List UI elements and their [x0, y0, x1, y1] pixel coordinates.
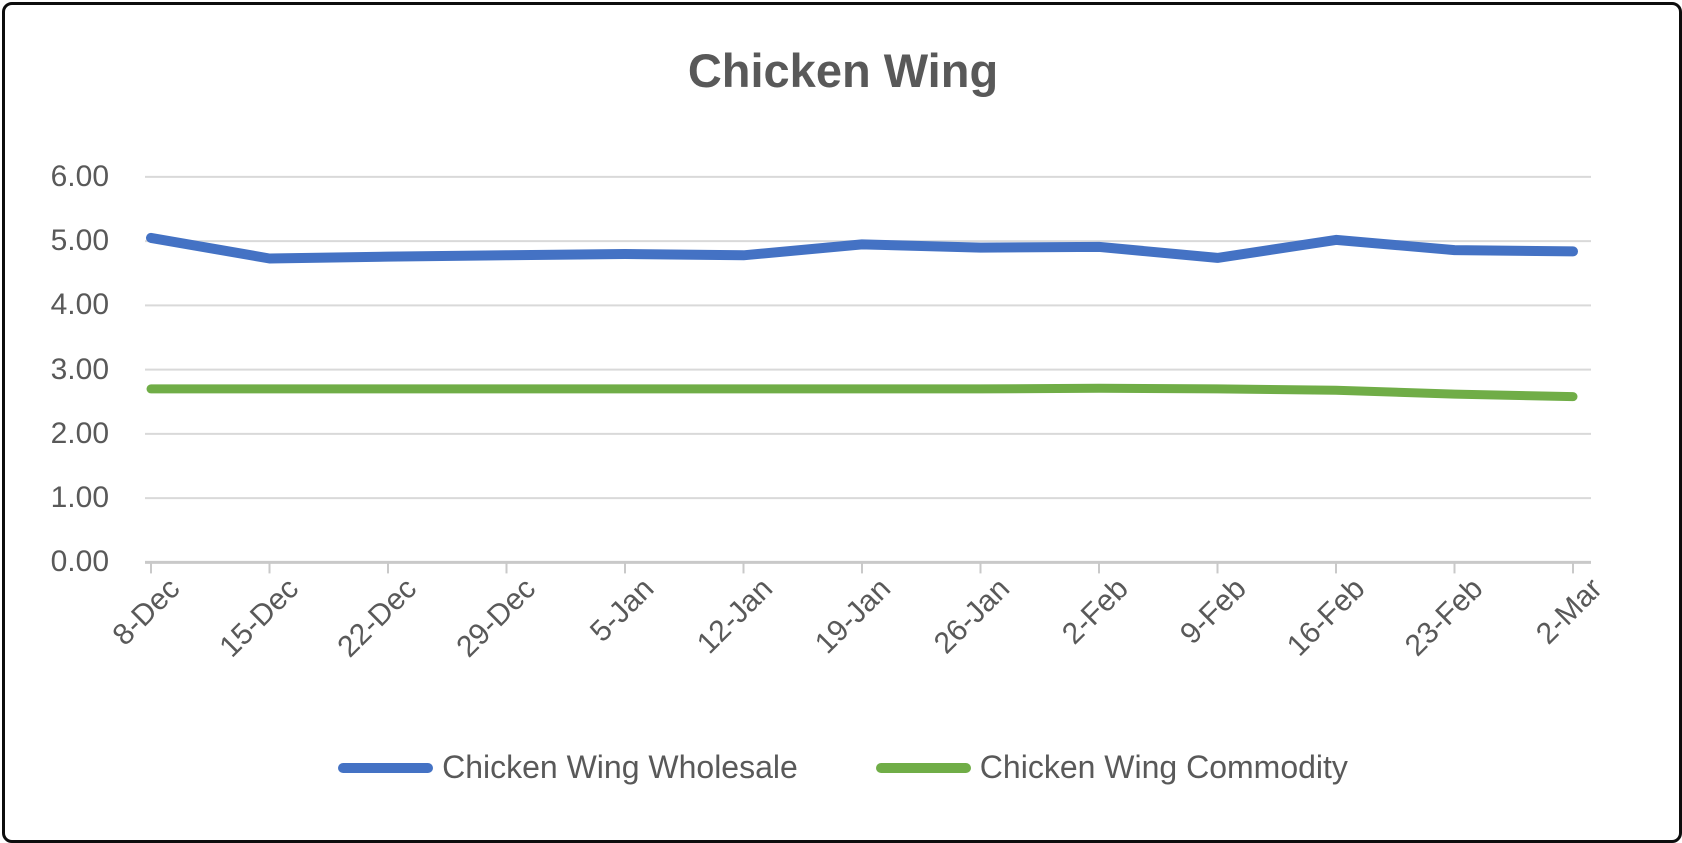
y-tick-label: 0.00 — [50, 545, 109, 579]
chart-legend: Chicken Wing Wholesale Chicken Wing Commo… — [5, 749, 1679, 786]
legend-label: Chicken Wing Commodity — [979, 749, 1348, 785]
y-tick-label: 2.00 — [50, 416, 109, 450]
legend-line-swatch — [338, 762, 434, 773]
series-line-chicken-wing-commodity — [146, 383, 1578, 402]
y-tick-label: 5.00 — [50, 224, 109, 258]
y-tick-label: 3.00 — [50, 352, 109, 386]
y-tick-label: 4.00 — [50, 288, 109, 322]
series-line-chicken-wing-wholesale — [146, 232, 1578, 264]
plot-area — [145, 175, 1591, 574]
legend-label: Chicken Wing Wholesale — [442, 749, 798, 785]
legend-line-swatch — [875, 762, 971, 773]
legend-item-chicken-wing-wholesale: Chicken Wing Wholesale — [338, 749, 798, 786]
y-tick-label: 1.00 — [50, 481, 109, 515]
chart-title: Chicken Wing — [687, 44, 999, 97]
legend-item-chicken-wing-commodity: Chicken Wing Commodity — [875, 749, 1348, 786]
y-tick-label: 6.00 — [50, 159, 109, 193]
